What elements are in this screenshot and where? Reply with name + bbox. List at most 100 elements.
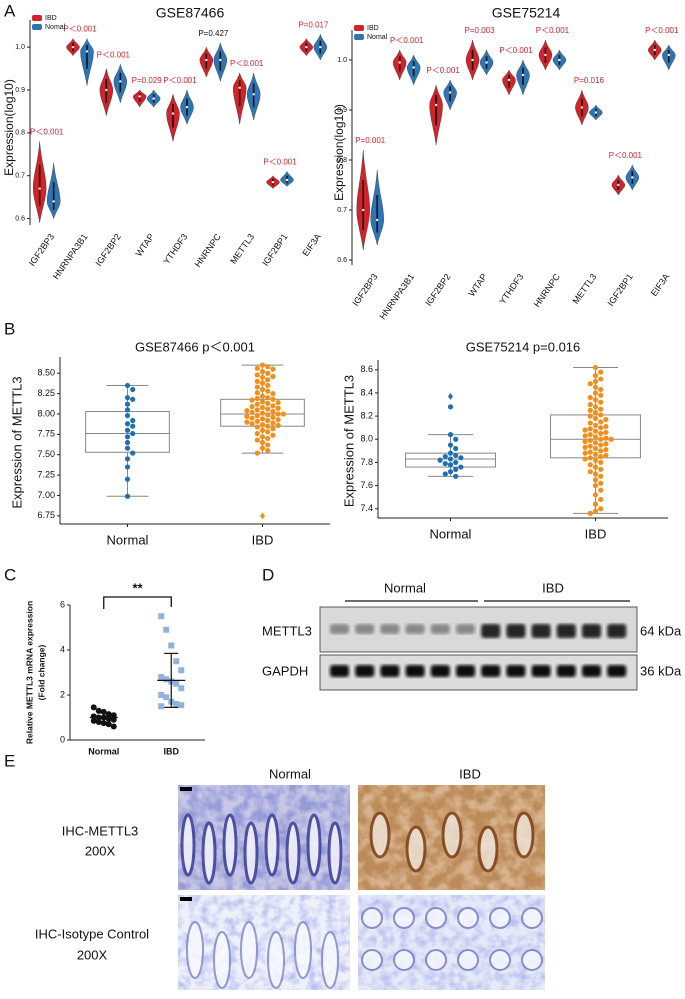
point (158, 613, 165, 620)
point (592, 477, 599, 483)
point (587, 455, 593, 461)
point (598, 436, 604, 442)
point (178, 667, 185, 674)
y-tick-label: 2 (60, 689, 65, 699)
crypt (321, 931, 339, 989)
crypt (369, 811, 391, 859)
x-tick-label: METTL3 (228, 232, 256, 266)
crypt (243, 821, 259, 885)
point (265, 370, 271, 376)
y-axis-label: Expression(log10) (2, 79, 16, 176)
point (598, 425, 604, 431)
point (582, 444, 588, 450)
median-dot (507, 78, 511, 82)
point (453, 452, 459, 459)
crypt (201, 821, 217, 885)
y-tick-label: 0.6 (337, 257, 347, 264)
point (254, 430, 260, 437)
band (330, 665, 349, 677)
band (506, 624, 526, 638)
point (582, 433, 588, 439)
p-value: P＜0.001 (30, 128, 64, 137)
point (265, 412, 271, 418)
point (608, 436, 614, 442)
point (259, 439, 266, 446)
point (442, 460, 448, 467)
y-axis-label: Relative METTL3 mRNA expression (24, 601, 34, 744)
point (168, 642, 175, 649)
x-tick-label: IBD (585, 526, 607, 541)
panel-label: D (262, 565, 274, 584)
median-dot (105, 88, 108, 92)
y-tick-label: 7.50 (37, 449, 55, 459)
point (592, 410, 599, 416)
point (447, 469, 454, 475)
point (124, 407, 131, 413)
p-value: P＜0.001 (230, 59, 264, 68)
point (598, 430, 604, 437)
crypt (327, 821, 343, 885)
point (249, 404, 255, 410)
y-axis-label: Expression(log10) (332, 104, 346, 201)
median-dot (38, 187, 41, 190)
point (110, 716, 117, 723)
median-dot (185, 105, 189, 109)
legend-swatch (354, 25, 364, 31)
point (603, 441, 609, 447)
point (254, 413, 260, 419)
point (453, 445, 459, 452)
p-value: P＜0.001 (97, 50, 131, 59)
ihc-texture (358, 895, 545, 990)
group-label: Normal (384, 580, 426, 595)
panel-label: B (4, 319, 15, 338)
band (355, 624, 375, 634)
point (124, 439, 131, 446)
point (130, 396, 136, 402)
point (254, 390, 260, 396)
size-label: 64 kDa (640, 623, 682, 638)
point (124, 464, 131, 470)
y-tick-label: 7.00 (37, 490, 55, 500)
x-tick-label: Normal (430, 526, 472, 541)
point (265, 364, 271, 370)
y-tick-label: 0.7 (15, 173, 25, 180)
point (582, 427, 588, 433)
point (598, 466, 604, 472)
band (380, 624, 400, 634)
point (265, 395, 271, 401)
p-value: P=0.017 (298, 20, 329, 29)
point (124, 493, 131, 499)
point (587, 432, 593, 438)
p-value: P＜0.001 (163, 76, 197, 85)
point (275, 411, 281, 417)
band (405, 624, 425, 634)
point (173, 658, 180, 665)
point (270, 414, 276, 420)
y-tick-label: 1.0 (15, 44, 25, 51)
median-dot (412, 66, 415, 69)
point (598, 454, 604, 460)
median-dot (52, 200, 55, 203)
crypt (264, 813, 280, 877)
median-dot (667, 53, 670, 57)
p-value: P=0.016 (574, 76, 605, 85)
point (163, 694, 170, 701)
point (587, 469, 593, 475)
chart-title: GSE75214 p=0.016 (466, 339, 581, 354)
crypt (361, 907, 383, 929)
point (265, 400, 271, 406)
median-dot (398, 61, 401, 64)
point (598, 459, 604, 466)
median-dot (152, 97, 155, 100)
point (254, 450, 260, 456)
point (265, 388, 271, 394)
y-tick-label: 0 (60, 734, 65, 744)
point (249, 415, 255, 421)
point (124, 401, 131, 407)
median-dot (580, 106, 584, 109)
point (259, 386, 266, 393)
point (592, 404, 599, 410)
point (270, 432, 276, 438)
point (582, 450, 588, 456)
